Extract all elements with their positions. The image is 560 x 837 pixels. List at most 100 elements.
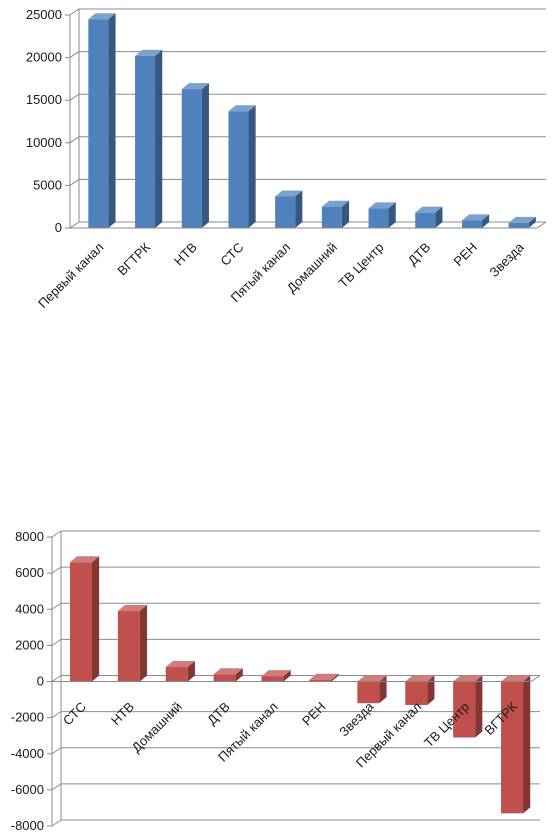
y-tick-label: 15000: [26, 92, 62, 107]
bar-side: [187, 661, 195, 682]
gridline-side: [69, 136, 80, 144]
gridline-side: [69, 221, 80, 229]
bar: [357, 681, 380, 704]
bar-side: [139, 605, 148, 682]
bar: [368, 208, 389, 228]
bar-side: [108, 13, 116, 229]
chart-top: 0 5000 10000 15000 20000 25000 Первый канал ВГТ…: [26, 7, 547, 312]
x-category-label: ВГТРК: [114, 239, 153, 278]
bar-top: [69, 556, 100, 563]
y-tick-label: 25000: [26, 7, 62, 22]
bar: [508, 222, 529, 228]
bar-top: [508, 216, 536, 223]
bar-side: [331, 673, 339, 682]
gridline-side: [51, 530, 62, 538]
y-tick-label: 5000: [33, 177, 62, 192]
x-category-label: ДТВ: [405, 240, 434, 269]
bar-top: [357, 675, 387, 682]
bar-side: [248, 105, 256, 228]
bar-side: [481, 214, 490, 228]
gridline-side: [51, 602, 62, 610]
bar: [165, 667, 188, 682]
y-tick-label: 0: [55, 220, 62, 235]
gridline-side: [69, 8, 80, 16]
bar-side: [379, 675, 387, 704]
bar-side: [91, 556, 100, 682]
y-tick-label: -6000: [11, 782, 44, 797]
y-tick-label: 20000: [26, 50, 62, 65]
bar-top: [117, 605, 148, 612]
bar: [453, 681, 476, 738]
y-tick-label: 6000: [15, 565, 44, 580]
bar: [461, 220, 482, 228]
bar-top: [165, 661, 195, 668]
x-category-label: Звезда: [336, 698, 377, 739]
gridline-side: [69, 93, 80, 101]
bar: [405, 681, 428, 705]
y-tick-label: 8000: [15, 529, 44, 544]
bar: [261, 676, 284, 682]
bar-top: [368, 202, 396, 209]
bar-top: [309, 673, 339, 680]
bar-top: [453, 675, 483, 682]
bar: [321, 206, 342, 228]
bar: [69, 562, 92, 682]
bar: [135, 55, 156, 229]
chart-bottom: -8000 -6000 -4000 -2000 0 2000 4000 6000 8000 СТС…: [11, 529, 541, 833]
x-category-label: СТС: [217, 240, 246, 269]
bar-side: [528, 216, 536, 228]
y-tick-label: 4000: [15, 601, 44, 616]
bar-top: [415, 206, 443, 213]
x-category-label: РЕН: [299, 699, 329, 729]
gridline-side: [51, 711, 62, 719]
gridline-side: [51, 819, 62, 827]
bar-top: [501, 675, 531, 682]
bar-top: [321, 200, 350, 207]
x-category-label: ТВ Центр: [335, 240, 386, 291]
bar-top: [405, 675, 435, 682]
bar-top: [228, 105, 256, 112]
gridline-side: [51, 747, 62, 755]
x-category-label: Домашний: [284, 240, 340, 296]
bar: [228, 111, 249, 228]
bar-side: [427, 675, 435, 705]
gridline-side: [69, 51, 80, 59]
y-tick-label: 10000: [26, 135, 62, 150]
bar-top: [261, 670, 291, 677]
x-category-label: СТС: [60, 699, 89, 728]
bar-top: [461, 214, 490, 221]
y-tick-label: -2000: [11, 710, 44, 725]
x-category-label: Домашний: [129, 699, 185, 755]
bar: [181, 89, 202, 229]
bar: [415, 212, 436, 228]
y-tick-label: 0: [37, 674, 44, 689]
gridline-side: [51, 566, 62, 574]
bar: [275, 196, 296, 228]
bar-side: [475, 675, 483, 738]
bar-side: [341, 200, 350, 228]
y-tick-label: 2000: [15, 637, 44, 652]
y-tick-label: -4000: [11, 746, 44, 761]
bar-side: [523, 675, 531, 814]
bar-side: [435, 206, 443, 228]
bar-side: [295, 190, 303, 228]
gridline-side: [51, 638, 62, 646]
gridline-side: [51, 675, 62, 682]
bar: [309, 679, 332, 682]
x-category-label: Звезда: [486, 239, 527, 280]
bar-side: [155, 49, 163, 229]
x-axis-depth: [536, 221, 547, 229]
x-category-label: Первый канал: [35, 240, 107, 312]
bar-side: [201, 83, 209, 229]
bar-top: [88, 13, 116, 20]
x-category-label: НТВ: [171, 240, 200, 269]
gridline-side: [69, 178, 80, 186]
bar: [88, 19, 109, 229]
x-category-label: ДТВ: [204, 699, 233, 728]
bar-top: [275, 190, 303, 197]
x-category-label: НТВ: [108, 699, 137, 728]
bar-top: [181, 83, 209, 90]
bar-top: [213, 668, 243, 675]
bar: [117, 611, 140, 682]
